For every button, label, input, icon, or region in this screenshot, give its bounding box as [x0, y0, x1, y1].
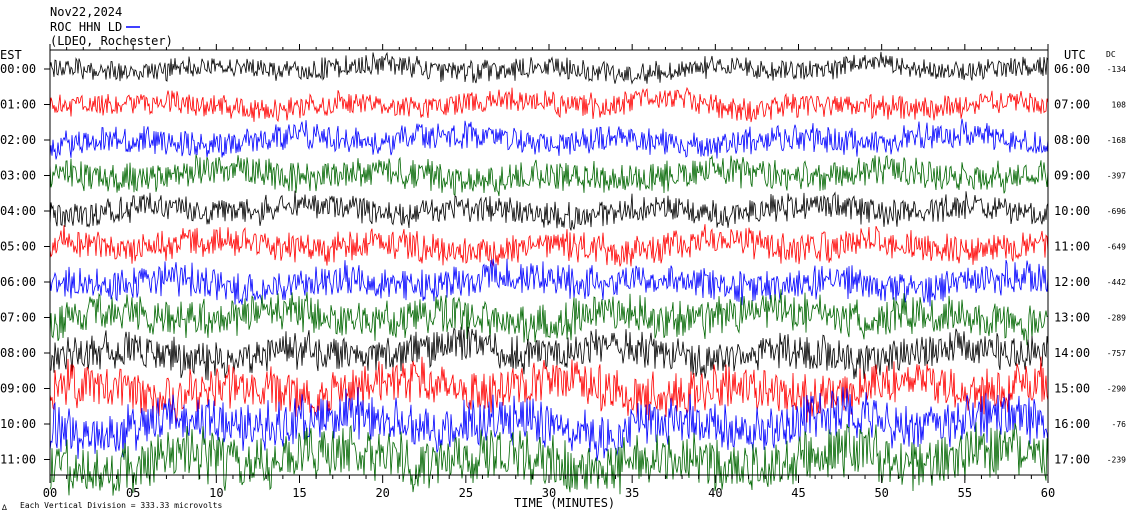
- dc-row-value: -290: [1107, 385, 1126, 394]
- x-tick-label: 05: [126, 486, 140, 500]
- dc-row-value: 108: [1112, 101, 1127, 110]
- x-axis: 00 05 10 15 20 25 30 35 40 45 50 55 60: [43, 44, 1055, 500]
- utc-axis-label: UTC: [1064, 48, 1086, 62]
- x-tick-label: 55: [958, 486, 972, 500]
- trace-0600: [49, 258, 1049, 307]
- dc-row-value: -168: [1107, 136, 1126, 145]
- x-axis-title: TIME (MINUTES): [514, 496, 615, 510]
- x-tick-label: 25: [459, 486, 473, 500]
- trace-0500: [49, 224, 1049, 267]
- utc-row-label: 13:00: [1054, 311, 1090, 325]
- x-tick-label: 35: [625, 486, 639, 500]
- est-row-label: 09:00: [0, 382, 36, 396]
- est-row-label: 01:00: [0, 98, 36, 112]
- dc-row-value: -239: [1107, 456, 1126, 465]
- x-tick-label: 20: [375, 486, 389, 500]
- utc-row-label: 17:00: [1054, 453, 1090, 467]
- trace-0100: [49, 86, 1049, 123]
- x-tick-label: 00: [43, 486, 57, 500]
- x-tick-label: 15: [292, 486, 306, 500]
- est-row-label: 10:00: [0, 417, 36, 431]
- dc-row-value: -397: [1107, 172, 1126, 181]
- network-label: (LDEO, Rochester): [50, 34, 173, 48]
- dc-axis-label: DC: [1106, 50, 1116, 59]
- plot-frame: [49, 49, 1049, 476]
- utc-row-label: 10:00: [1054, 204, 1090, 218]
- x-tick-label: 30: [542, 486, 556, 500]
- trace-group: [49, 51, 1049, 496]
- trace-0700: [49, 289, 1049, 346]
- est-axis-label: EST: [0, 48, 22, 62]
- utc-row-label: 15:00: [1054, 382, 1090, 396]
- est-row-label: 04:00: [0, 204, 36, 218]
- x-tick-label: 60: [1041, 486, 1055, 500]
- x-tick-label: 10: [209, 486, 223, 500]
- trace-0200: [49, 118, 1049, 160]
- x-tick-label: 50: [874, 486, 888, 500]
- trace-1000: [49, 386, 1049, 462]
- station-label: ROC HHN LD: [50, 20, 122, 34]
- utc-row-label: 07:00: [1054, 98, 1090, 112]
- utc-row-label: 11:00: [1054, 240, 1090, 254]
- x-tick-label: 45: [791, 486, 805, 500]
- scale-note: Each Vertical Division = 333.33 microvol…: [20, 501, 222, 510]
- corner-mark: ∆: [1, 503, 7, 512]
- dc-row-value: -76: [1112, 420, 1127, 429]
- est-row-label: 02:00: [0, 133, 36, 147]
- est-row-label: 03:00: [0, 169, 36, 183]
- utc-row-label: 08:00: [1054, 133, 1090, 147]
- trace-0300: [49, 154, 1049, 197]
- est-row-label: 05:00: [0, 240, 36, 254]
- utc-row-label: 14:00: [1054, 346, 1090, 360]
- dc-row-value: -442: [1107, 278, 1126, 287]
- dc-row-value: -757: [1107, 349, 1126, 358]
- trace-0900: [49, 356, 1049, 424]
- x-tick-label: 40: [708, 486, 722, 500]
- date-label: Nov22,2024: [50, 5, 122, 19]
- est-row-label: 11:00: [0, 453, 36, 467]
- dc-row-value: -696: [1107, 207, 1126, 216]
- utc-row-label: 09:00: [1054, 169, 1090, 183]
- utc-row-label: 06:00: [1054, 62, 1090, 76]
- row-label-group: 00:00 06:00 -134 01:00 07:00 108 02:00 08:00 -16…: [0, 62, 1126, 467]
- dc-row-value: -134: [1107, 65, 1126, 74]
- dc-row-value: -289: [1107, 314, 1126, 323]
- est-row-label: 07:00: [0, 311, 36, 325]
- trace-0000: [49, 51, 1049, 85]
- utc-row-label: 16:00: [1054, 417, 1090, 431]
- trace-0800: [49, 326, 1049, 381]
- est-row-label: 08:00: [0, 346, 36, 360]
- trace-0400: [49, 190, 1049, 231]
- dc-row-value: -649: [1107, 243, 1126, 252]
- utc-row-label: 12:00: [1054, 275, 1090, 289]
- est-row-label: 00:00: [0, 62, 36, 76]
- est-row-label: 06:00: [0, 275, 36, 289]
